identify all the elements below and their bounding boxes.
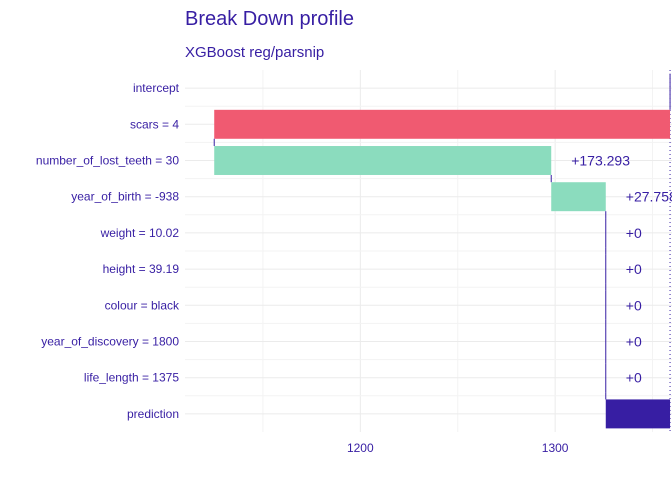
y-tick-label: colour = black xyxy=(105,298,180,312)
value-label: +0 xyxy=(626,334,642,350)
bar-positive xyxy=(214,146,552,175)
bar-prediction xyxy=(605,399,671,429)
bars xyxy=(213,70,671,432)
value-label: +0 xyxy=(626,225,642,241)
y-tick-label: intercept xyxy=(133,81,180,95)
value-label: +27.758 xyxy=(626,189,672,205)
y-tick-label: year_of_birth = -938 xyxy=(71,190,179,204)
value-label: +0 xyxy=(626,297,642,313)
y-tick-label: height = 39.19 xyxy=(103,262,180,276)
chart-subtitle: XGBoost reg/parsnip xyxy=(185,44,324,61)
y-tick-label: prediction xyxy=(127,407,179,421)
y-tick-label: year_of_discovery = 1800 xyxy=(41,335,179,349)
x-tick-label: 1200 xyxy=(347,441,374,455)
x-tick-label: 1300 xyxy=(542,441,569,455)
y-tick-label: life_length = 1375 xyxy=(84,371,179,385)
grid-lines xyxy=(185,70,672,432)
value-label: +173.293 xyxy=(571,153,630,169)
bar-negative xyxy=(214,109,671,139)
value-label: +0 xyxy=(626,370,642,386)
y-tick-label: weight = 10.02 xyxy=(100,226,180,240)
y-tick-label: scars = 4 xyxy=(130,117,179,131)
labels: 12001300intercept136scars = 4-235number_… xyxy=(36,81,672,455)
value-label: +0 xyxy=(626,261,642,277)
chart-title: Break Down profile xyxy=(185,8,354,30)
bar-positive xyxy=(551,182,606,212)
y-tick-label: number_of_lost_teeth = 30 xyxy=(36,154,179,168)
